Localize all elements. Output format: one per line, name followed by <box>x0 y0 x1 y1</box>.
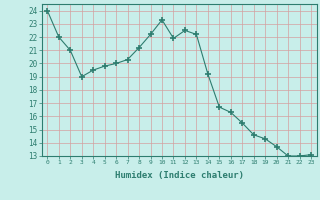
X-axis label: Humidex (Indice chaleur): Humidex (Indice chaleur) <box>115 171 244 180</box>
